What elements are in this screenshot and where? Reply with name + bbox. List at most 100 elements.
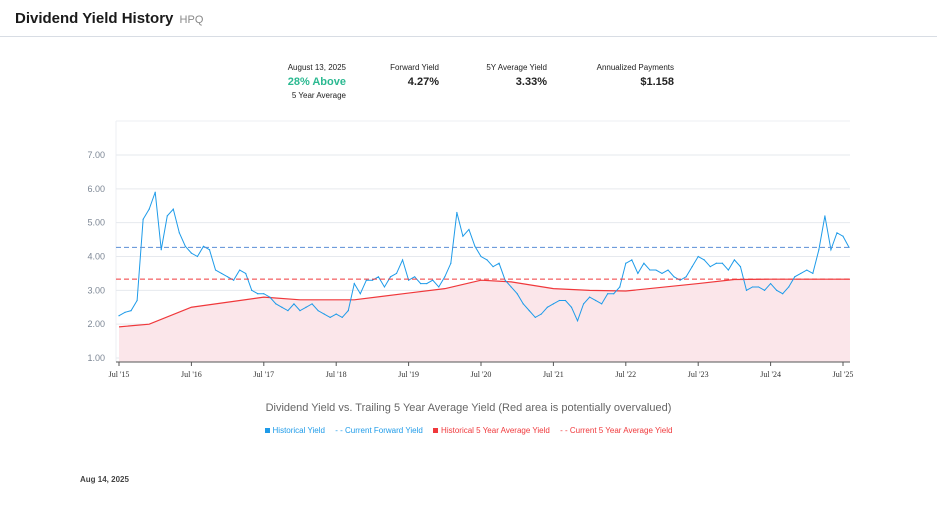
yield-point — [824, 215, 826, 217]
yield-point — [607, 293, 609, 295]
yield-point — [643, 262, 645, 264]
yield-point — [124, 311, 126, 313]
stat-avg: 5Y Average Yield 3.33% — [460, 63, 547, 88]
yield-point — [275, 303, 277, 305]
yield-point — [408, 279, 410, 281]
yield-point — [504, 279, 506, 281]
yield-point — [655, 269, 657, 271]
yield-point — [202, 245, 205, 247]
yield-point — [691, 266, 693, 268]
yield-point — [498, 262, 500, 264]
stat-date: August 13, 2025 — [287, 63, 346, 72]
yield-point — [220, 272, 223, 275]
yield-point — [631, 259, 633, 261]
legend-current-5y-avg[interactable]: - - Current 5 Year Average Yield — [560, 426, 673, 435]
yield-point — [788, 286, 790, 288]
yield-point — [619, 286, 621, 288]
chart-subtitle: Dividend Yield vs. Trailing 5 Year Avera… — [265, 402, 672, 414]
yield-point — [733, 259, 736, 261]
stat-value: 3.33% — [515, 76, 547, 88]
legend-current-forward-yield[interactable]: - - Current Forward Yield — [335, 426, 423, 435]
yield-point — [311, 303, 313, 305]
yield-point — [745, 289, 748, 291]
yield-point — [685, 276, 687, 278]
stat-value: 4.27% — [407, 76, 439, 88]
stat-relative-sub: 5 Year Average — [291, 91, 346, 100]
yield-point — [353, 282, 355, 285]
yield-point — [806, 269, 808, 271]
yield-point — [365, 279, 367, 281]
x-tick-label: Jul '17 — [253, 370, 274, 379]
yield-point — [558, 299, 561, 302]
yield-point — [462, 235, 464, 237]
yield-point — [492, 266, 494, 268]
yield-point — [564, 299, 567, 302]
yield-point — [842, 235, 844, 237]
yield-point — [625, 262, 627, 264]
yield-point — [595, 299, 597, 302]
yield-point — [359, 293, 361, 295]
yield-point — [371, 279, 373, 281]
yield-point — [257, 293, 259, 295]
divider — [0, 36, 937, 37]
yield-point — [190, 252, 192, 254]
yield-point — [347, 310, 349, 312]
yield-point — [438, 286, 440, 288]
yield-point — [305, 306, 307, 308]
x-tick-label: Jul '21 — [543, 370, 564, 379]
yield-point — [166, 215, 168, 217]
ticker: HPQ — [179, 14, 204, 26]
yield-point — [154, 191, 156, 193]
yield-point — [172, 208, 174, 210]
legend: Historical Yield - - Current Forward Yie… — [0, 426, 937, 435]
yield-point — [456, 211, 458, 214]
yield-point — [341, 316, 343, 319]
yield-point — [239, 269, 241, 271]
yield-point — [160, 249, 162, 251]
yield-point — [136, 299, 138, 302]
stat-value: $1.158 — [640, 76, 674, 88]
yield-point — [739, 266, 742, 268]
yield-point — [601, 303, 603, 305]
yield-point — [763, 289, 766, 291]
yield-point — [420, 282, 422, 285]
stat-forward: Forward Yield 4.27% — [360, 63, 439, 88]
yield-point — [118, 315, 120, 317]
yield-point — [715, 262, 717, 264]
yield-point — [130, 310, 132, 312]
yield-point — [450, 262, 452, 264]
yield-point — [540, 313, 542, 315]
x-tick-label: Jul '19 — [398, 370, 419, 379]
yield-point — [589, 296, 591, 298]
yield-point — [426, 282, 428, 285]
yield-point — [757, 286, 760, 288]
yield-point — [721, 262, 723, 264]
stat-payments: Annualized Payments $1.158 — [570, 63, 674, 88]
yield-point — [208, 249, 211, 251]
legend-historical-yield[interactable]: Historical Yield — [264, 426, 325, 435]
yield-point — [637, 272, 639, 275]
yield-point — [317, 310, 319, 312]
x-tick-label: Jul '18 — [326, 370, 347, 379]
yield-point — [377, 276, 380, 278]
yield-point — [661, 272, 663, 275]
yield-point — [770, 282, 772, 285]
yield-chart: 1.00 2.00 3.00 4.00 5.00 6.00 7.00 Jul '15 Jul '… — [87, 120, 853, 379]
y-tick-label: 6.00 — [87, 184, 105, 194]
yield-point — [794, 276, 796, 278]
yield-point — [582, 303, 585, 305]
yield-point — [432, 279, 434, 281]
yield-point — [667, 269, 669, 271]
y-tick-label: 3.00 — [87, 285, 105, 295]
x-tick-label: Jul '23 — [688, 370, 709, 379]
yield-point — [395, 272, 398, 275]
stat-label: Forward Yield — [390, 63, 439, 72]
yield-point — [263, 293, 265, 295]
y-tick-label: 1.00 — [87, 353, 105, 363]
yield-point — [389, 276, 392, 278]
yield-point — [444, 276, 446, 278]
legend-historical-5y-avg[interactable]: Historical 5 Year Average Yield — [433, 426, 550, 435]
y-tick-label: 7.00 — [87, 150, 105, 160]
yield-point — [709, 266, 711, 268]
yield-point — [613, 293, 615, 295]
